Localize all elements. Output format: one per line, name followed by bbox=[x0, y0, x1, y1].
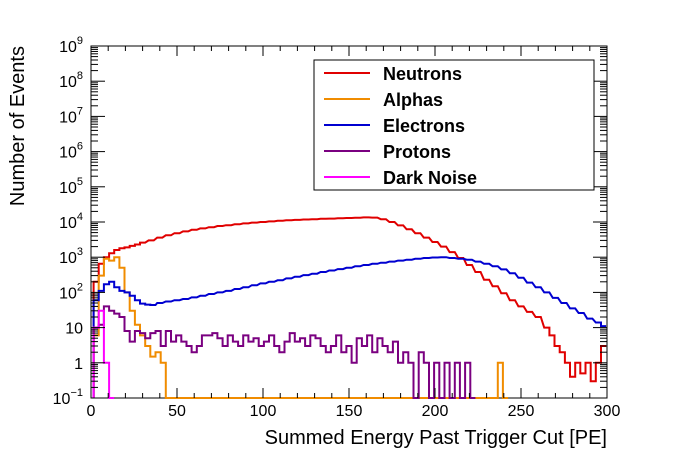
y-tick-label: 108 bbox=[59, 70, 83, 91]
x-tick-label: 0 bbox=[87, 403, 96, 420]
y-tick-label: 10 bbox=[65, 321, 83, 338]
legend: Neutrons Alphas Electrons Protons Dark Noise bbox=[313, 59, 595, 191]
series-layer bbox=[92, 216, 607, 399]
legend-label: Neutrons bbox=[383, 64, 462, 84]
legend-label: Dark Noise bbox=[383, 168, 477, 188]
y-axis: 10−1 1 10 102 103 104 105 106 107 108 109 bbox=[53, 35, 607, 408]
y-tick-label: 103 bbox=[59, 246, 83, 267]
y-tick-label: 109 bbox=[59, 35, 83, 56]
x-tick-label: 100 bbox=[250, 403, 277, 420]
series-electrons-line bbox=[92, 256, 607, 398]
legend-label: Alphas bbox=[383, 90, 443, 110]
x-tick-label: 200 bbox=[422, 403, 449, 420]
series-protons-line bbox=[92, 305, 476, 399]
x-tick-label: 150 bbox=[336, 403, 363, 420]
series-neutrons-line bbox=[92, 216, 607, 398]
x-axis-title: Summed Energy Past Trigger Cut [PE] bbox=[265, 427, 607, 449]
legend-label: Electrons bbox=[383, 116, 465, 136]
x-tick-label: 250 bbox=[508, 403, 535, 420]
x-tick-label: 50 bbox=[168, 403, 186, 420]
y-tick-label: 10−1 bbox=[53, 387, 83, 408]
y-tick-label: 104 bbox=[59, 211, 83, 232]
series-alphas-line bbox=[92, 256, 509, 399]
y-tick-label: 105 bbox=[59, 176, 83, 197]
x-tick-label: 300 bbox=[594, 403, 621, 420]
y-tick-label: 106 bbox=[59, 141, 83, 162]
y-axis-title: Number of Events bbox=[7, 46, 29, 206]
x-axis: 0 50 100 150 200 250 300 bbox=[87, 46, 621, 420]
y-tick-label: 102 bbox=[59, 281, 83, 302]
y-tick-label: 1 bbox=[74, 356, 83, 373]
legend-label: Protons bbox=[383, 142, 451, 162]
y-tick-label: 107 bbox=[59, 105, 83, 126]
